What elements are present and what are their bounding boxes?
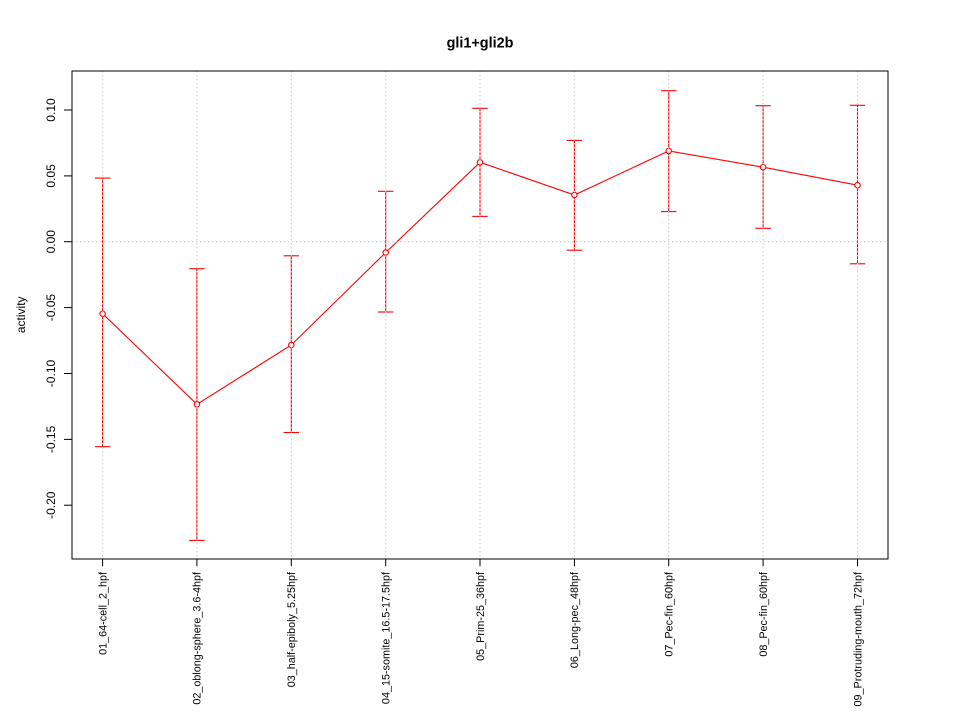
- svg-text:04_15-somite_16.5-17.5hpf: 04_15-somite_16.5-17.5hpf: [381, 571, 393, 704]
- svg-text:03_half-epiboly_5.25hpf: 03_half-epiboly_5.25hpf: [286, 571, 298, 687]
- svg-text:02_oblong-sphere_3.6-4hpf: 02_oblong-sphere_3.6-4hpf: [192, 571, 204, 705]
- svg-text:-0.05: -0.05: [44, 294, 58, 322]
- svg-text:08_Pec-fin_60hpf: 08_Pec-fin_60hpf: [758, 571, 770, 657]
- svg-text:-0.15: -0.15: [44, 425, 58, 453]
- svg-text:-0.10: -0.10: [44, 360, 58, 388]
- svg-text:0.00: 0.00: [44, 230, 58, 254]
- svg-text:gli1+gli2b: gli1+gli2b: [447, 36, 514, 52]
- svg-text:0.05: 0.05: [44, 164, 58, 188]
- svg-text:05_Prim-25_36hpf: 05_Prim-25_36hpf: [475, 571, 487, 661]
- svg-text:01_64-cell_2_hpf: 01_64-cell_2_hpf: [97, 571, 109, 655]
- svg-text:06_Long-pec_48hpf: 06_Long-pec_48hpf: [569, 571, 581, 668]
- svg-text:09_Protruding-mouth_72hpf: 09_Protruding-mouth_72hpf: [852, 571, 864, 706]
- svg-text:07_Pec-fin_60hpf: 07_Pec-fin_60hpf: [664, 571, 676, 657]
- svg-text:0.10: 0.10: [44, 98, 58, 122]
- svg-text:activity: activity: [14, 296, 28, 333]
- svg-text:-0.20: -0.20: [44, 491, 58, 519]
